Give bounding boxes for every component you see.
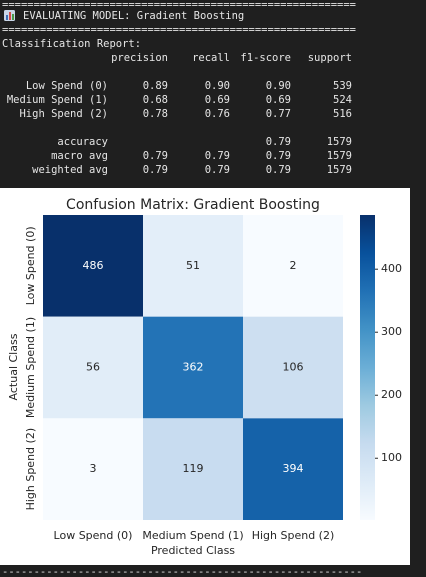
cell: 539	[333, 80, 352, 92]
column-header: recall	[192, 52, 230, 64]
cell: 0.79	[205, 150, 230, 162]
x-axis-label: Predicted Class	[151, 544, 235, 557]
cell: 1579	[327, 136, 352, 148]
colorbar-tick-label: 300	[381, 325, 402, 338]
x-tick-label: High Spend (2)	[252, 529, 335, 542]
cell: 0.78	[143, 108, 168, 120]
cell: 0.69	[266, 94, 291, 106]
heatmap-cell	[143, 215, 243, 317]
row-label: weighted avg	[32, 164, 108, 176]
cell-annotation: 106	[283, 361, 304, 374]
cell: 1579	[327, 150, 352, 162]
x-tick-label: Medium Spend (1)	[142, 529, 243, 542]
row-label: macro avg	[51, 150, 108, 162]
column-header: support	[308, 52, 352, 64]
column-header: precision	[111, 52, 168, 64]
separator: ----------------------------------------…	[2, 566, 362, 577]
chart-title: Confusion Matrix: Gradient Boosting	[66, 197, 320, 213]
cell: 524	[333, 94, 352, 106]
heatmap-cell	[243, 215, 343, 317]
cell-annotation: 51	[186, 259, 200, 272]
cell: 0.79	[266, 136, 291, 148]
row-label: Low Spend (0)	[26, 80, 108, 92]
cell-annotation: 394	[283, 462, 304, 475]
heatmap-cell	[143, 316, 243, 419]
heatmap-cell	[43, 215, 143, 317]
cell-annotation: 362	[183, 361, 204, 374]
separator: ========================================…	[2, 0, 356, 11]
cell-annotation: 3	[90, 462, 97, 475]
cell: 0.79	[143, 164, 168, 176]
report-title: Classification Report:	[2, 38, 141, 50]
heatmap-cell	[43, 418, 143, 520]
cell: 0.79	[266, 164, 291, 176]
y-tick-label: High Spend (2)	[24, 428, 37, 511]
colorbar-tick-label: 100	[381, 451, 402, 464]
colorbar-tick-label: 200	[381, 388, 402, 401]
chart-icon	[4, 10, 15, 21]
model-title: EVALUATING MODEL: Gradient Boosting	[23, 10, 244, 22]
cell: 0.79	[266, 150, 291, 162]
row-label: Medium Spend (1)	[7, 94, 108, 106]
row-label: accuracy	[57, 136, 108, 148]
cell: 0.79	[205, 164, 230, 176]
separator: ========================================…	[2, 24, 356, 36]
cell: 0.89	[143, 80, 168, 92]
colorbar	[360, 215, 375, 520]
x-tick-label: Low Spend (0)	[54, 529, 133, 542]
column-header: f1-score	[240, 52, 291, 64]
cell: 0.90	[266, 80, 291, 92]
cell: 1579	[327, 164, 352, 176]
y-tick-label: Low Spend (0)	[24, 226, 37, 305]
cell: 516	[333, 108, 352, 120]
cell-annotation: 486	[83, 259, 104, 272]
heatmap-cell	[243, 418, 343, 520]
y-axis-label: Actual Class	[7, 333, 20, 400]
cell: 0.90	[205, 80, 230, 92]
cell: 0.69	[205, 94, 230, 106]
cell-annotation: 119	[183, 462, 204, 475]
cell-annotation: 56	[86, 361, 100, 374]
cell: 0.77	[266, 108, 291, 120]
colorbar-tick-label: 400	[381, 262, 402, 275]
heatmap-cell	[43, 316, 143, 419]
heatmap: Confusion Matrix: Gradient Boosting Pred…	[7, 197, 402, 557]
cell: 0.79	[143, 150, 168, 162]
y-tick-label: Medium Spend (1)	[24, 317, 37, 418]
cell: 0.76	[205, 108, 230, 120]
heatmap-cell	[143, 418, 243, 520]
cell: 0.68	[143, 94, 168, 106]
heatmap-cell	[243, 316, 343, 419]
cell-annotation: 2	[290, 259, 297, 272]
row-label: High Spend (2)	[19, 108, 108, 120]
